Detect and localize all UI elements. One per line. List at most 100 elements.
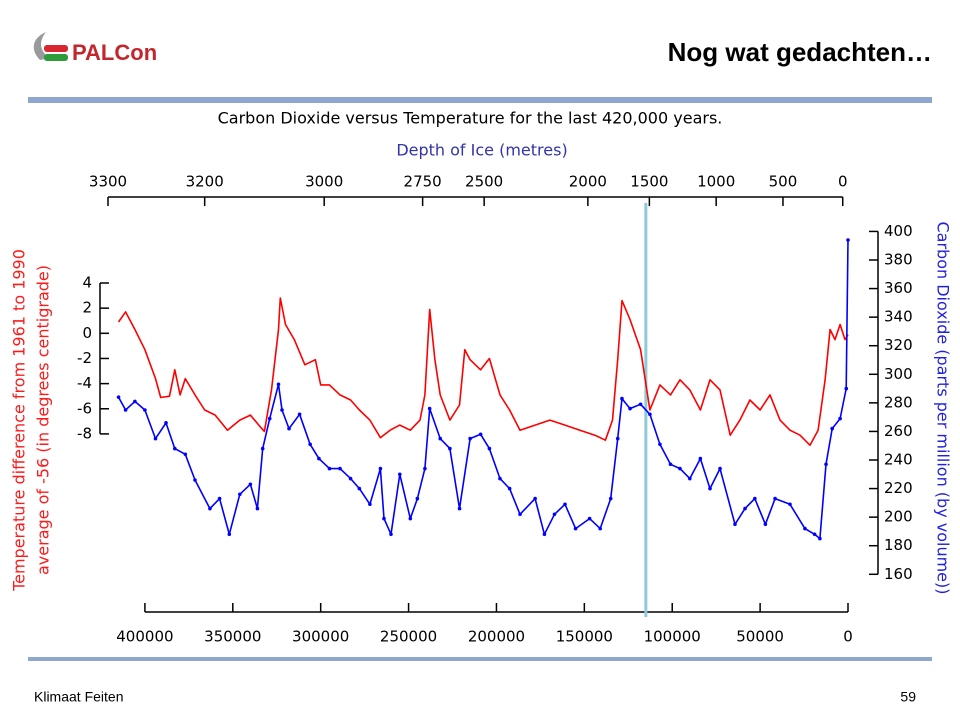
data-point bbox=[276, 382, 281, 387]
data-point bbox=[183, 452, 188, 457]
data-point bbox=[678, 466, 682, 471]
data-point bbox=[260, 446, 265, 451]
y2-tick-label: 380 bbox=[884, 251, 913, 269]
x-tick-label: 400000 bbox=[116, 628, 173, 646]
y2-tick-label: 260 bbox=[884, 422, 913, 440]
data-point bbox=[227, 532, 232, 537]
x2-tick-label: 0 bbox=[838, 173, 848, 191]
data-point bbox=[698, 456, 703, 461]
y-tick-label: -8 bbox=[77, 424, 92, 442]
data-point bbox=[708, 486, 712, 491]
data-point bbox=[824, 462, 828, 467]
data-point bbox=[133, 399, 137, 404]
slide-title: Nog wat gedachten… bbox=[668, 37, 932, 67]
data-point bbox=[317, 456, 321, 461]
data-point bbox=[542, 532, 547, 537]
data-point bbox=[620, 396, 624, 401]
data-point bbox=[608, 496, 613, 501]
data-point bbox=[378, 466, 383, 471]
data-point bbox=[172, 446, 177, 451]
data-point bbox=[248, 482, 253, 487]
y-tick-label: 0 bbox=[82, 324, 92, 342]
data-point bbox=[123, 408, 128, 412]
data-point bbox=[438, 436, 443, 441]
data-point bbox=[844, 386, 849, 391]
x-tick-label: 150000 bbox=[556, 628, 613, 646]
y-tick-label: -4 bbox=[77, 374, 92, 392]
data-point bbox=[668, 462, 673, 467]
data-point bbox=[763, 522, 768, 527]
y2-tick-label: 200 bbox=[884, 508, 913, 526]
data-point bbox=[153, 436, 158, 441]
y-axis-label: average of -56 (in degrees centigrade) bbox=[34, 265, 53, 575]
data-point bbox=[638, 402, 643, 407]
data-point bbox=[408, 516, 413, 521]
data-point bbox=[628, 406, 632, 411]
y2-axis-label: Carbon Dioxide (parts per million (by vo… bbox=[934, 221, 953, 594]
data-point bbox=[448, 446, 452, 451]
data-point bbox=[397, 472, 402, 477]
x2-tick-label: 500 bbox=[769, 173, 798, 191]
data-point bbox=[753, 496, 757, 501]
chart: Carbon Dioxide versus Temperature for th… bbox=[10, 109, 953, 646]
data-point bbox=[830, 426, 834, 431]
x-tick-label: 50000 bbox=[736, 628, 784, 646]
data-point bbox=[518, 512, 522, 517]
x2-tick-label: 2500 bbox=[465, 173, 503, 191]
bottom-rule bbox=[28, 657, 932, 661]
data-point bbox=[287, 426, 291, 431]
x2-tick-label: 1500 bbox=[630, 173, 668, 191]
data-point bbox=[498, 476, 502, 481]
x2-tick-label: 3200 bbox=[186, 173, 224, 191]
x-tick-label: 200000 bbox=[468, 628, 525, 646]
data-point bbox=[357, 486, 362, 491]
y2-tick-label: 340 bbox=[884, 308, 913, 326]
data-point bbox=[648, 412, 652, 417]
data-point bbox=[238, 492, 242, 497]
y-axis-label: Temperature difference from 1961 to 1990 bbox=[10, 249, 29, 592]
x-tick-label: 300000 bbox=[292, 628, 349, 646]
data-point bbox=[733, 522, 737, 527]
data-point bbox=[348, 476, 353, 481]
data-point bbox=[164, 421, 168, 425]
top-rule bbox=[28, 97, 932, 103]
data-point bbox=[297, 412, 302, 417]
data-point bbox=[389, 532, 393, 537]
data-point bbox=[267, 416, 272, 421]
x-tick-label: 250000 bbox=[380, 628, 437, 646]
data-point bbox=[718, 466, 722, 471]
data-point bbox=[803, 526, 807, 531]
data-point bbox=[368, 502, 372, 507]
page-number: 59 bbox=[900, 689, 916, 705]
x-tick-label: 0 bbox=[843, 628, 853, 646]
data-point bbox=[598, 526, 602, 531]
logo-swoosh bbox=[33, 32, 50, 60]
data-point bbox=[308, 442, 312, 447]
data-point bbox=[478, 432, 483, 437]
data-point bbox=[193, 478, 197, 482]
data-point bbox=[487, 446, 492, 451]
x2-tick-label: 3000 bbox=[305, 173, 343, 191]
data-point bbox=[743, 506, 747, 511]
data-point bbox=[818, 536, 822, 541]
data-point bbox=[255, 506, 260, 511]
data-point bbox=[468, 436, 472, 441]
data-point bbox=[116, 395, 121, 399]
data-point bbox=[415, 496, 420, 501]
series-line bbox=[117, 239, 849, 540]
y-tick-label: -6 bbox=[77, 399, 92, 417]
data-point bbox=[280, 408, 284, 412]
x2-tick-label: 1000 bbox=[697, 173, 735, 191]
series-line bbox=[117, 297, 849, 446]
data-point bbox=[552, 512, 557, 517]
data-point bbox=[658, 442, 662, 447]
y-tick-label: 2 bbox=[82, 299, 92, 317]
footer-text: Klimaat Feiten bbox=[34, 689, 123, 705]
chart-title: Carbon Dioxide versus Temperature for th… bbox=[218, 109, 723, 128]
data-point bbox=[773, 496, 777, 501]
y2-tick-label: 160 bbox=[884, 565, 913, 583]
logo-hand bbox=[44, 54, 68, 61]
x2-tick-label: 3300 bbox=[89, 173, 127, 191]
